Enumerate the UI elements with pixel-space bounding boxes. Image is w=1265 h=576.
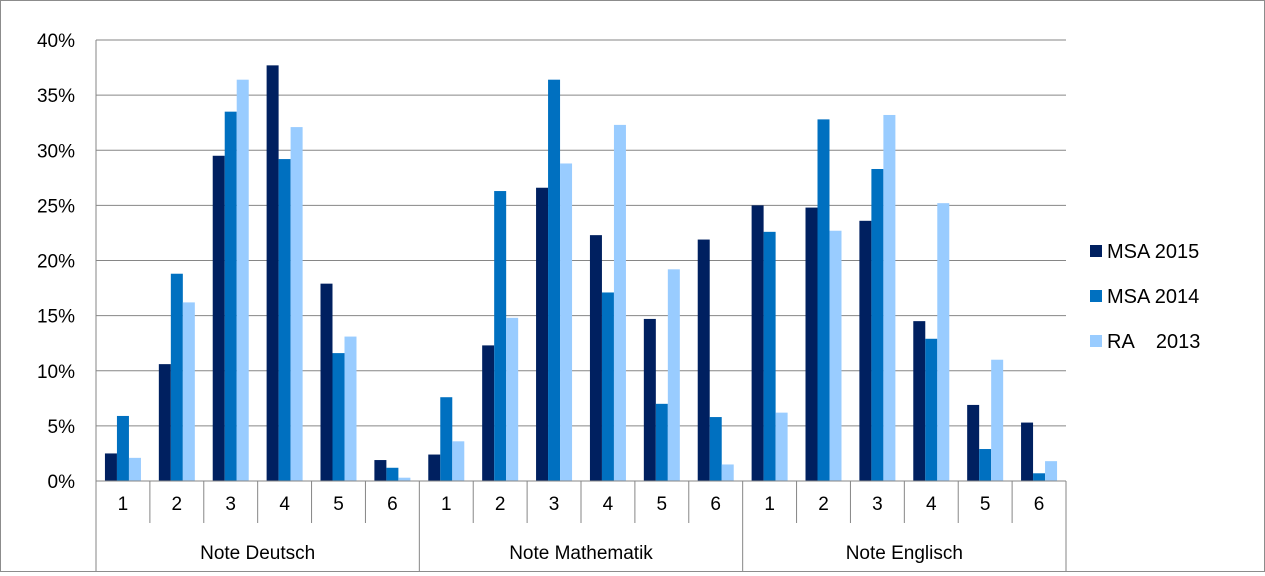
legend: MSA 2015 MSA 2014 RA 2013: [1090, 241, 1200, 353]
bar: [212, 155, 225, 481]
bar: [721, 464, 734, 481]
bar: [925, 338, 938, 481]
legend-swatch: [1090, 245, 1102, 257]
bar: [182, 302, 195, 481]
bar: [775, 412, 788, 481]
gridlines: [96, 39, 1066, 427]
bar: [913, 321, 926, 481]
bar: [643, 318, 656, 481]
y-axis-ticks: 0% 5% 10% 15% 20% 25% 30% 35% 40%: [37, 31, 75, 493]
legend-label: MSA 2015: [1107, 241, 1199, 263]
bar: [937, 203, 950, 482]
x-group-label: Note Englisch: [846, 543, 963, 564]
bar: [266, 65, 279, 482]
x-category-label: 1: [441, 494, 452, 515]
bar: [158, 364, 171, 481]
bar: [817, 119, 830, 481]
y-tick-label: 0%: [48, 472, 76, 493]
x-axis: [95, 40, 1067, 571]
y-tick-label: 20%: [37, 252, 75, 273]
y-tick-label: 35%: [37, 86, 75, 107]
bar: [116, 415, 129, 481]
x-category-label: 2: [818, 494, 829, 515]
bar: [428, 454, 441, 481]
bar: [128, 457, 141, 481]
bar: [344, 336, 357, 481]
bar: [224, 111, 237, 481]
x-category-label: 5: [657, 494, 668, 515]
bar: [374, 460, 387, 481]
bar: [829, 230, 842, 481]
x-category-label: 3: [549, 494, 560, 515]
x-category-label: 5: [333, 494, 344, 515]
y-tick-label: 40%: [37, 31, 75, 52]
bars: [104, 65, 1058, 482]
x-axis-categories: 1 2 3 4 5 6 1 2 3 4 5 6 1 2 3 4 5 6: [118, 494, 1045, 515]
bar: [871, 168, 884, 481]
x-category-label: 2: [495, 494, 506, 515]
bar: [1045, 461, 1058, 481]
bar: [536, 187, 549, 482]
y-tick-label: 25%: [37, 196, 75, 217]
bar: [709, 417, 722, 481]
bar: [991, 359, 1004, 481]
x-category-label: 3: [225, 494, 236, 515]
bar: [440, 397, 453, 481]
x-category-label: 4: [926, 494, 937, 515]
x-category-label: 4: [279, 494, 290, 515]
bar: [613, 124, 626, 481]
bar: [859, 220, 872, 481]
x-category-label: 6: [1034, 494, 1045, 515]
bar: [1021, 422, 1034, 481]
bar: [104, 453, 117, 481]
bar: [506, 317, 519, 481]
x-category-label: 6: [710, 494, 721, 515]
y-tick-label: 15%: [37, 307, 75, 328]
bar: [883, 114, 896, 481]
x-category-label: 5: [980, 494, 991, 515]
x-axis-groups: Note Deutsch Note Mathematik Note Englisch: [200, 543, 963, 564]
x-category-label: 1: [764, 494, 775, 515]
y-tick-label: 5%: [48, 417, 76, 438]
y-tick-label: 30%: [37, 141, 75, 162]
bar: [332, 353, 345, 481]
x-category-label: 1: [118, 494, 129, 515]
x-category-label: 4: [603, 494, 614, 515]
bar: [290, 127, 303, 481]
bar: [278, 159, 291, 481]
legend-label: MSA 2014: [1107, 286, 1199, 308]
x-group-label: Note Mathematik: [509, 543, 653, 564]
bar: [1033, 473, 1046, 481]
x-category-label: 2: [172, 494, 183, 515]
bar: [452, 441, 465, 481]
legend-label: RA 2013: [1107, 331, 1200, 353]
x-category-label: 3: [872, 494, 883, 515]
bar: [236, 79, 249, 481]
bar: [655, 403, 668, 481]
bar: [482, 345, 495, 481]
x-category-label: 6: [387, 494, 398, 515]
bar: [763, 231, 776, 481]
bar: [979, 449, 992, 481]
bar: [805, 207, 818, 481]
bar: [398, 477, 411, 481]
bar: [386, 467, 399, 481]
bar: [697, 239, 710, 481]
y-tick-label: 10%: [37, 362, 75, 383]
bar: [494, 191, 507, 482]
x-group-label: Note Deutsch: [200, 543, 315, 564]
bar: [548, 79, 561, 481]
bar: [170, 273, 183, 481]
bar: [751, 205, 764, 481]
bar: [967, 404, 980, 481]
bar: [601, 292, 614, 481]
legend-swatch: [1090, 290, 1102, 302]
bar: [560, 163, 573, 482]
bar: [320, 283, 333, 481]
bar: [667, 269, 680, 481]
bar: [589, 235, 602, 481]
legend-swatch: [1090, 335, 1102, 347]
